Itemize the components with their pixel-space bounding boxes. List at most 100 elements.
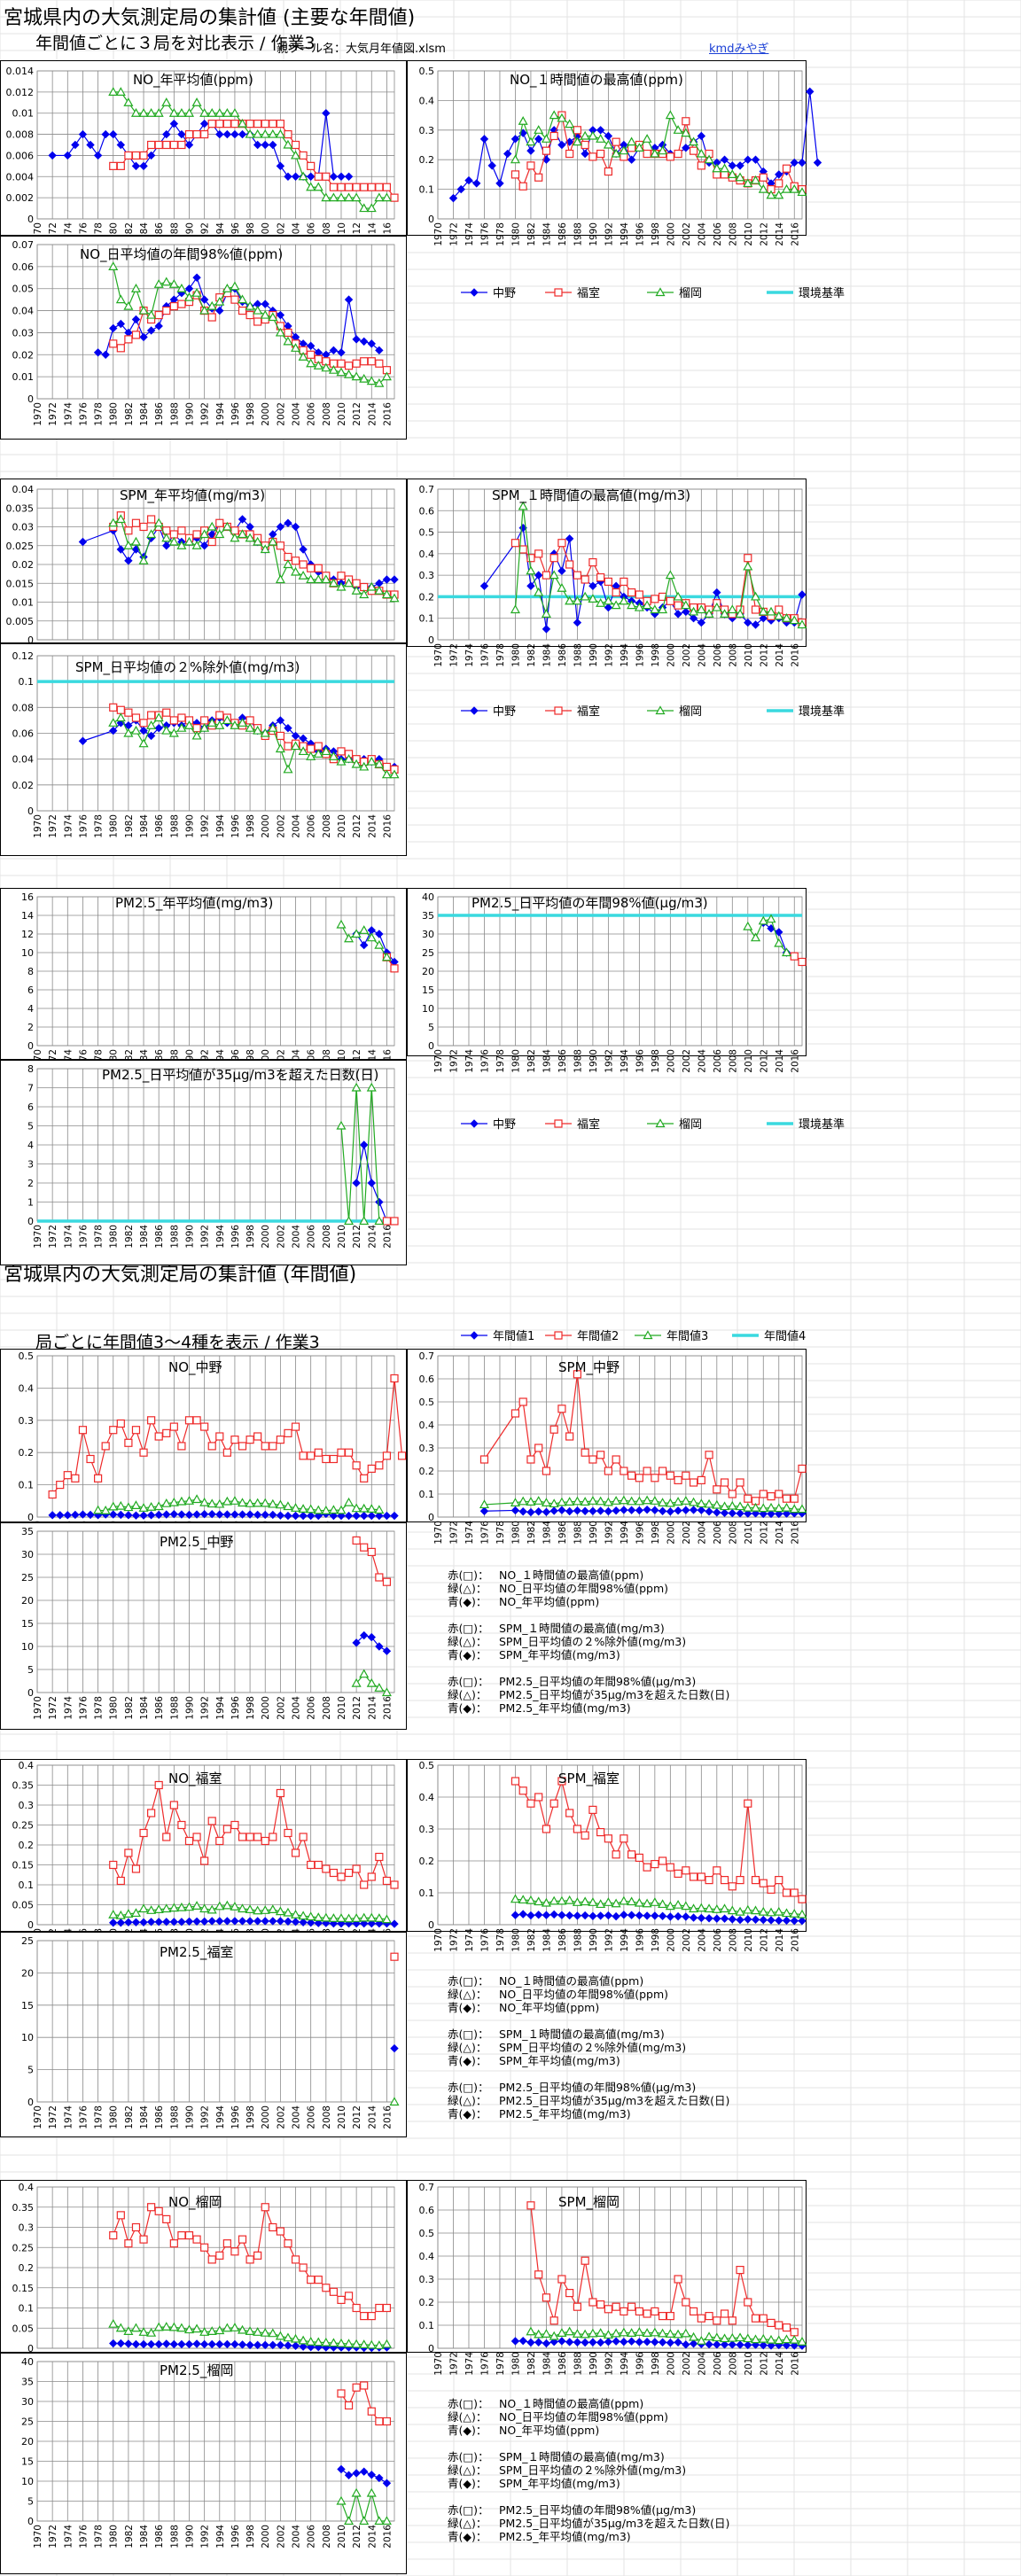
data-point bbox=[230, 1436, 239, 1444]
data-point bbox=[109, 129, 118, 139]
x-tick-label: 2006 bbox=[713, 1049, 723, 1073]
data-point bbox=[116, 1918, 126, 1927]
data-point bbox=[557, 539, 566, 548]
data-point bbox=[612, 137, 620, 146]
data-point bbox=[298, 352, 308, 361]
data-point bbox=[479, 135, 489, 144]
data-point bbox=[689, 2307, 698, 2315]
y-tick-label: 16 bbox=[21, 891, 34, 903]
data-point bbox=[176, 1496, 187, 1506]
data-point bbox=[360, 357, 369, 366]
data-point bbox=[260, 2327, 270, 2337]
data-point bbox=[139, 161, 148, 171]
y-tick-label: 0.3 bbox=[419, 2274, 435, 2285]
data-point bbox=[596, 134, 606, 143]
data-point bbox=[191, 541, 202, 549]
note-key: 赤(□)： bbox=[448, 2503, 489, 2517]
x-tick-label: 1970 bbox=[433, 2352, 444, 2376]
legend-label: 中野 bbox=[493, 287, 516, 300]
data-point bbox=[713, 2340, 721, 2349]
data-point bbox=[774, 1503, 784, 1513]
data-point bbox=[727, 1500, 737, 1510]
y-tick-label: 0.06 bbox=[12, 728, 35, 740]
data-point bbox=[177, 713, 186, 722]
x-tick-label: 2000 bbox=[666, 1049, 676, 1073]
data-point bbox=[359, 2339, 370, 2349]
x-tick-label: 1988 bbox=[573, 2352, 583, 2376]
kmd-link[interactable]: kmdみやぎ bbox=[709, 43, 769, 56]
data-point bbox=[766, 914, 776, 923]
data-point bbox=[199, 305, 210, 315]
data-point bbox=[681, 1496, 691, 1505]
x-tick-label: 1978 bbox=[495, 222, 506, 246]
data-point bbox=[549, 1895, 559, 1905]
x-tick-label: 1982 bbox=[124, 1696, 135, 1720]
x-tick-label: 2002 bbox=[682, 1049, 692, 1073]
data-point bbox=[736, 1915, 744, 1925]
data-point bbox=[375, 930, 384, 938]
note-line: 緑(△)： NO_日平均値の年間98%値(ppm) bbox=[448, 2410, 729, 2424]
data-point bbox=[758, 606, 768, 616]
data-point bbox=[581, 149, 589, 159]
data-point bbox=[276, 1436, 284, 1444]
data-point bbox=[526, 161, 535, 170]
y-tick-label: 10 bbox=[21, 2032, 34, 2043]
data-point bbox=[375, 2416, 384, 2426]
data-point bbox=[116, 705, 125, 714]
data-point bbox=[374, 2516, 385, 2525]
data-point bbox=[108, 2318, 119, 2328]
x-tick-label: 2012 bbox=[352, 1696, 362, 1720]
note-line: 青(◆)： PM2.5_年平均値(mg/m3) bbox=[448, 1701, 729, 1715]
data-point bbox=[168, 1903, 179, 1912]
data-point bbox=[642, 134, 652, 143]
data-point bbox=[651, 1474, 659, 1483]
data-point bbox=[131, 518, 141, 527]
data-point bbox=[612, 1455, 620, 1464]
y-tick-label: 0.014 bbox=[6, 66, 35, 77]
y-tick-label: 0 bbox=[428, 2343, 434, 2354]
x-tick-label: 1992 bbox=[200, 2525, 211, 2549]
data-point bbox=[526, 565, 536, 575]
data-point bbox=[588, 1506, 597, 1515]
x-tick-label: 2012 bbox=[352, 402, 362, 426]
x-tick-label: 1972 bbox=[448, 2352, 459, 2376]
data-point bbox=[56, 1511, 65, 1520]
data-point bbox=[728, 161, 737, 170]
note-line: 緑(△)： SPM_日平均値の２%除外値(mg/m3) bbox=[448, 1635, 729, 1648]
data-point bbox=[337, 2389, 346, 2398]
data-point bbox=[573, 1911, 582, 1920]
data-point bbox=[154, 2339, 163, 2349]
data-point bbox=[767, 1509, 775, 1519]
note-key: 赤(□)： bbox=[448, 2450, 489, 2463]
data-point bbox=[328, 364, 339, 374]
y-tick-label: 35 bbox=[21, 2377, 34, 2388]
data-point bbox=[329, 346, 339, 355]
data-point bbox=[245, 2326, 255, 2335]
data-point bbox=[222, 1825, 231, 1833]
note-key: 青(◆)： bbox=[448, 1701, 487, 1715]
y-tick-label: 0.025 bbox=[6, 541, 35, 552]
y-tick-label: 0.01 bbox=[12, 597, 35, 609]
x-tick-label: 2014 bbox=[367, 2525, 378, 2549]
data-point bbox=[596, 1828, 605, 1837]
data-point bbox=[161, 725, 172, 735]
data-point bbox=[222, 2323, 232, 2332]
y-tick-label: 0 bbox=[428, 214, 434, 225]
x-tick-label: 2006 bbox=[307, 814, 317, 838]
x-tick-label: 1972 bbox=[48, 402, 58, 426]
data-point bbox=[109, 161, 118, 170]
legend-marker bbox=[643, 1330, 653, 1340]
data-point bbox=[689, 2331, 699, 2341]
data-point bbox=[269, 2222, 277, 2232]
data-point bbox=[291, 343, 301, 352]
data-point bbox=[299, 1833, 308, 1841]
data-point bbox=[727, 2332, 737, 2342]
data-point bbox=[782, 1916, 791, 1926]
data-point bbox=[627, 588, 636, 597]
data-point bbox=[139, 1511, 148, 1520]
x-tick-label: 2006 bbox=[307, 402, 317, 426]
x-tick-label: 2002 bbox=[276, 2105, 286, 2129]
data-point bbox=[572, 595, 582, 605]
data-point bbox=[169, 302, 178, 311]
